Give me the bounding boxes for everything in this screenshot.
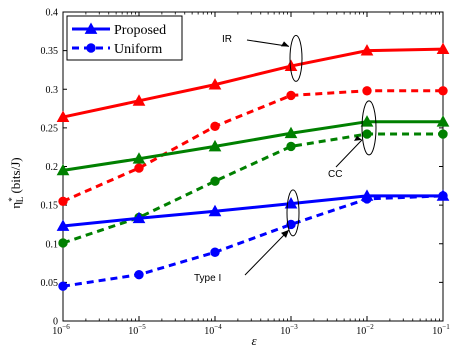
x-tick-label: 10−5 — [128, 323, 146, 337]
x-tick-label: 10−1 — [432, 323, 450, 337]
data-point — [132, 152, 146, 164]
data-point — [286, 219, 296, 230]
data-point — [360, 44, 374, 56]
data-point — [208, 204, 222, 217]
data-point — [58, 281, 68, 291]
data-point — [438, 129, 448, 139]
data-point — [132, 211, 146, 224]
x-tick-label: 10−4 — [204, 323, 222, 337]
data-point — [284, 126, 298, 139]
ir-label: IR — [222, 34, 232, 45]
x-tick-label: 10−6 — [52, 323, 70, 337]
y-tick-label: 0.4 — [46, 8, 59, 19]
type-i-arrowhead — [281, 229, 289, 238]
legend: Proposed Uniform — [66, 15, 183, 61]
data-point — [56, 219, 70, 231]
legend-label: Uniform — [114, 42, 162, 57]
data-point — [56, 110, 70, 122]
series-line — [62, 47, 444, 119]
type-i-label: Type I — [194, 273, 221, 284]
series-line — [62, 194, 443, 228]
data-point — [436, 42, 450, 54]
ir-group-ellipse — [289, 34, 303, 82]
data-point — [362, 194, 372, 204]
data-point — [436, 115, 450, 127]
data-point — [362, 86, 372, 96]
data-point — [210, 247, 220, 257]
data-point — [210, 121, 220, 132]
cc-arrowhead — [354, 135, 362, 141]
y-tick-label: 0.35 — [41, 46, 59, 57]
cc-label: CC — [328, 169, 342, 180]
legend-marker — [86, 43, 96, 53]
data-point — [284, 197, 298, 209]
y-tick-label: 0.3 — [46, 85, 59, 96]
legend-marker — [84, 22, 98, 34]
y-tick-label: 0.2 — [46, 162, 59, 173]
series-line — [62, 89, 443, 203]
y-tick-label: 0.25 — [41, 123, 59, 134]
data-point — [134, 269, 144, 280]
data-point — [208, 78, 222, 90]
series-cc-proposed — [56, 115, 450, 176]
y-axis-label: η*L (bits/J) — [7, 157, 25, 208]
type-i-group-ellipse — [286, 189, 300, 237]
series-line — [62, 132, 443, 245]
cc-group-ellipse — [361, 100, 377, 156]
legend-box — [66, 15, 183, 61]
cc-arrow — [335, 139, 363, 168]
data-point — [56, 163, 70, 176]
data-point — [438, 86, 448, 96]
legend-label: Proposed — [114, 23, 166, 38]
x-tick-label: 10−3 — [280, 323, 298, 337]
data-point — [208, 139, 222, 152]
plot-area: 0 0.05 0.1 0.15 0.2 0.25 0.3 0.35 0.4 10−6 10−5 10−… — [41, 8, 451, 338]
series-ir-proposed — [56, 42, 450, 122]
data-point — [132, 94, 146, 106]
data-point — [210, 176, 220, 186]
x-tick-label: 10−2 — [356, 323, 374, 337]
series-type-i-uniform — [58, 191, 448, 291]
y-tick-label: 0.1 — [46, 239, 59, 250]
y-tick-label: 0 — [53, 317, 58, 328]
series-ir-uniform — [58, 86, 448, 206]
series-cc-uniform — [58, 129, 448, 248]
type-i-arrow — [244, 229, 290, 276]
data-point — [362, 129, 372, 139]
series-line — [62, 194, 444, 288]
series-line — [62, 120, 443, 172]
data-point — [58, 196, 68, 206]
y-tick-label: 0.05 — [41, 278, 59, 289]
series-type-i-proposed — [56, 189, 450, 231]
data-point — [286, 141, 296, 152]
data-point — [360, 115, 374, 127]
x-axis-label: ε — [251, 333, 257, 348]
data-point — [438, 191, 448, 201]
data-point — [286, 90, 296, 101]
y-tick-label: 0.15 — [41, 201, 59, 212]
ir-arrowhead — [281, 41, 289, 47]
data-point — [58, 238, 68, 248]
data-point — [134, 163, 144, 173]
